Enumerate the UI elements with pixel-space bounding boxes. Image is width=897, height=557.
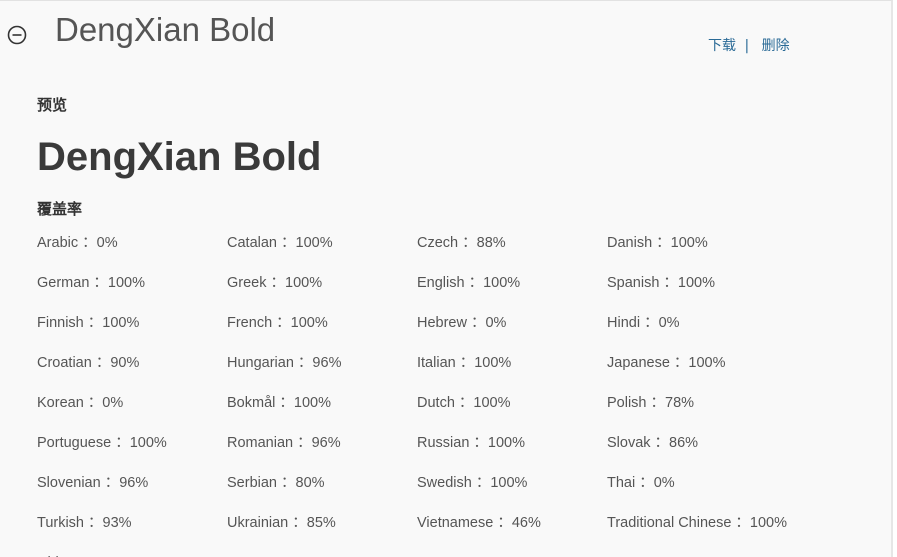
delete-link[interactable]: 删除 bbox=[761, 38, 790, 54]
coverage-item: Russian ：100% bbox=[417, 435, 525, 451]
coverage-item: Slovak ：86% bbox=[607, 435, 699, 451]
coverage-item: Korean ：0% bbox=[37, 395, 124, 411]
font-title: DengXian Bold bbox=[55, 11, 276, 48]
preview-sample: DengXian Bold bbox=[37, 135, 322, 179]
separator: | bbox=[744, 38, 750, 54]
coverage-item: Italian ：100% bbox=[417, 355, 512, 371]
coverage-item: Arabic ：0% bbox=[37, 235, 118, 251]
coverage-item: Hindi ：0% bbox=[607, 315, 680, 331]
coverage-item: Greek ：100% bbox=[227, 275, 323, 291]
coverage-item: German ：100% bbox=[37, 275, 145, 291]
coverage-item: Ukrainian ：85% bbox=[227, 515, 336, 531]
preview-heading: 预览 bbox=[37, 96, 68, 114]
actions: 下载 | 删除 bbox=[708, 35, 790, 55]
coverage-item: Thai ：0% bbox=[607, 475, 675, 491]
coverage-item: French ：100% bbox=[227, 315, 328, 331]
coverage-item: Croatian ：90% bbox=[37, 355, 140, 371]
coverage-item: Swedish ：100% bbox=[417, 475, 528, 491]
coverage-item: Turkish ：93% bbox=[37, 515, 132, 531]
coverage-item: Slovenian ：96% bbox=[37, 475, 149, 491]
coverage-item: Spanish ：100% bbox=[607, 275, 716, 291]
coverage-item: Czech ：88% bbox=[417, 235, 506, 251]
coverage-item: Dutch ：100% bbox=[417, 395, 511, 411]
coverage-item: Traditional Chinese ：100% bbox=[607, 515, 788, 531]
coverage-item: Vietnamese ：46% bbox=[417, 515, 541, 531]
coverage-heading: 覆盖率 bbox=[37, 200, 83, 218]
coverage-item: Hungarian ：96% bbox=[227, 355, 342, 371]
coverage-item: Bokmål ：100% bbox=[227, 395, 331, 411]
coverage-item: Catalan ：100% bbox=[227, 235, 333, 251]
download-link[interactable]: 下载 bbox=[708, 38, 736, 54]
coverage-item: Finnish ：100% bbox=[37, 315, 140, 331]
coverage-item: Chinese ：100% bbox=[37, 551, 146, 557]
coverage-item: Romanian ：96% bbox=[227, 435, 341, 451]
coverage-item: Japanese ：100% bbox=[607, 355, 726, 371]
coverage-item: Portuguese ：100% bbox=[37, 435, 167, 451]
coverage-item: Danish ：100% bbox=[607, 235, 708, 251]
coverage-item: Polish ：78% bbox=[607, 395, 695, 411]
collapse-icon[interactable] bbox=[7, 25, 27, 45]
coverage-item: Hebrew ：0% bbox=[417, 315, 507, 331]
coverage-item: English ：100% bbox=[417, 275, 521, 291]
coverage-item: Serbian ：80% bbox=[227, 475, 325, 491]
